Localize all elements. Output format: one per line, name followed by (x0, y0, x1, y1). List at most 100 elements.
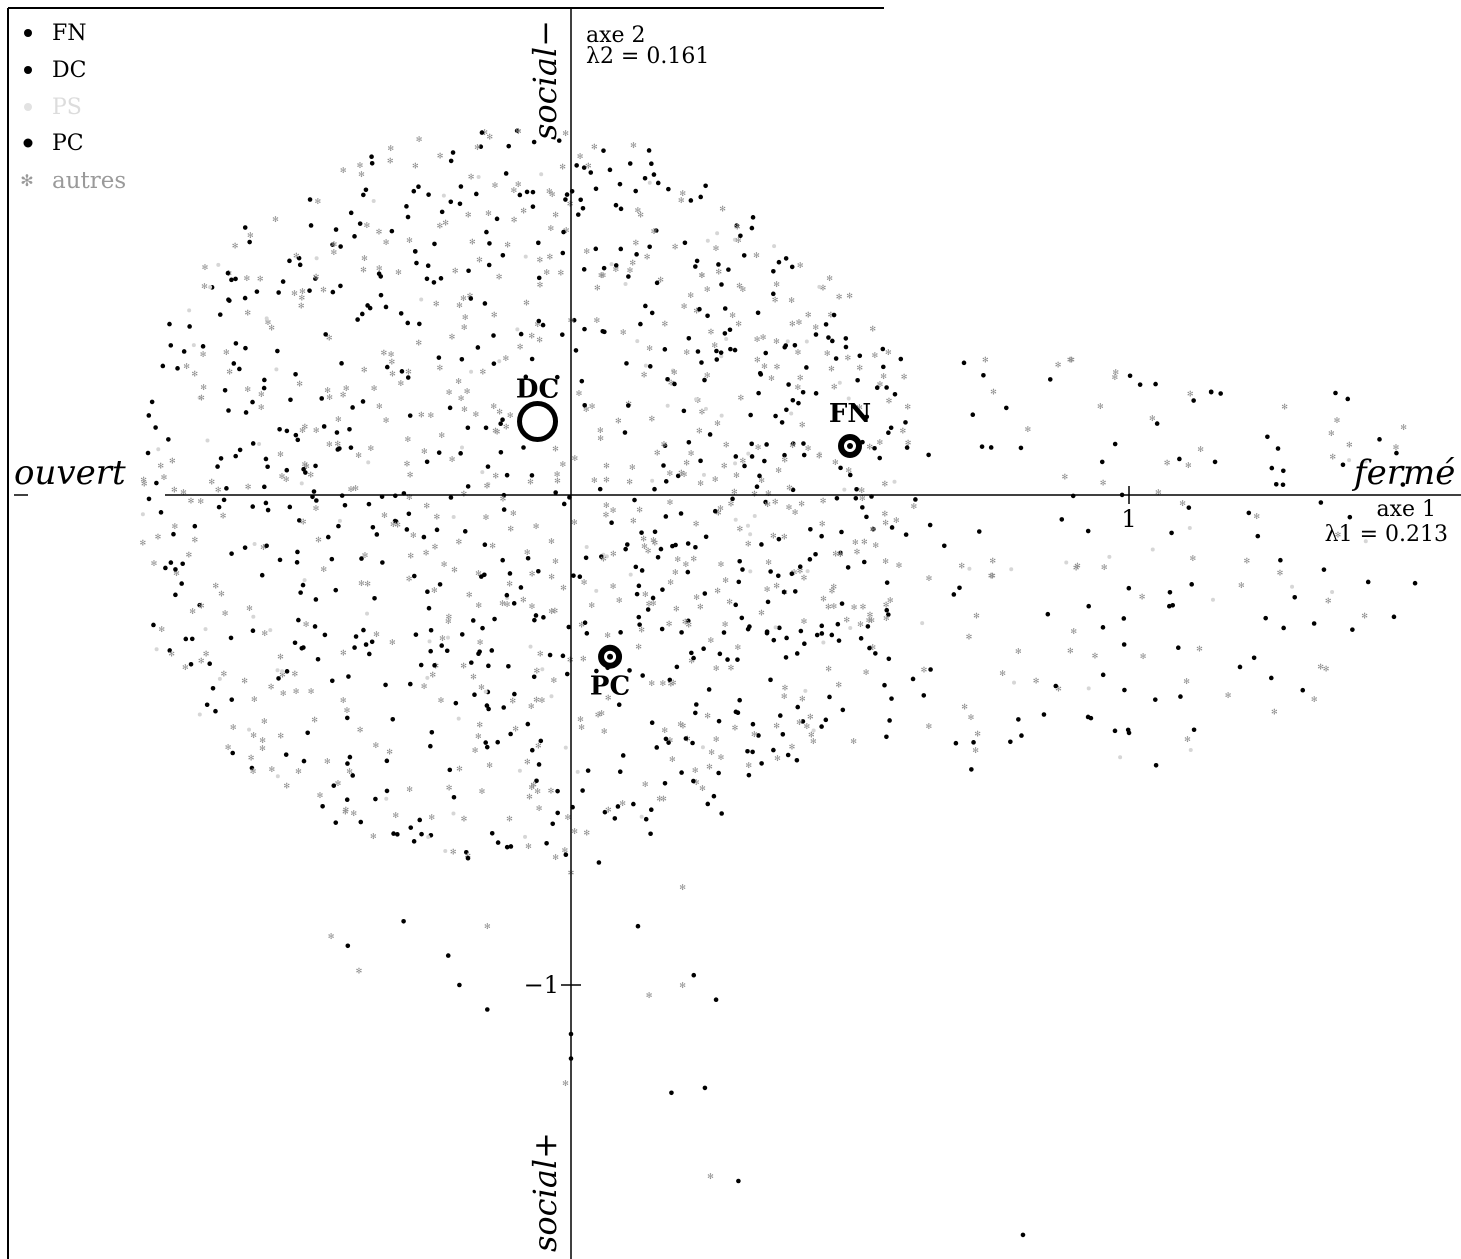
data-point (797, 564, 803, 570)
data-point-autres: ✻ (827, 310, 834, 319)
data-point (823, 322, 829, 327)
data-point (259, 572, 265, 578)
data-point (872, 445, 877, 451)
data-point-autres: ✻ (591, 142, 598, 151)
data-point-autres: ✻ (1070, 627, 1077, 636)
data-point-ps (733, 517, 738, 522)
data-point-autres: ✻ (605, 805, 612, 814)
data-point (627, 161, 633, 166)
data-point (988, 445, 994, 450)
data-point (881, 364, 886, 370)
data-point (833, 356, 839, 361)
data-point-autres: ✻ (598, 271, 605, 280)
data-point (484, 744, 490, 750)
data-point-autres: ✻ (795, 348, 802, 357)
data-point (801, 452, 807, 458)
data-point (831, 312, 837, 318)
data-point (319, 396, 325, 401)
data-point-autres: ✻ (406, 236, 413, 245)
data-point (254, 289, 260, 294)
data-point-autres: ✻ (610, 582, 617, 591)
data-point (1400, 482, 1406, 487)
data-point (500, 252, 506, 258)
data-point-autres: ✻ (650, 599, 657, 608)
data-point (646, 148, 652, 153)
data-point (1045, 611, 1051, 617)
data-point (484, 703, 490, 708)
data-point-autres: ✻ (666, 620, 673, 629)
data-point (1122, 687, 1127, 693)
data-point-autres: ✻ (247, 231, 254, 240)
data-point (734, 223, 739, 228)
data-point-autres: ✻ (475, 601, 482, 610)
data-point (229, 697, 235, 702)
data-point-autres: ✻ (563, 226, 570, 235)
data-point (247, 239, 252, 245)
data-point (1178, 694, 1183, 699)
data-point-autres: ✻ (438, 431, 445, 440)
data-point (682, 240, 688, 246)
data-point (579, 378, 585, 384)
data-point (329, 556, 335, 562)
data-point-ps (745, 523, 750, 528)
data-point-autres: ✻ (523, 299, 530, 308)
data-point (541, 615, 546, 620)
data-point (649, 161, 654, 167)
data-point (653, 228, 659, 233)
data-point (702, 591, 708, 596)
data-point (333, 820, 339, 825)
data-point-autres: ✻ (535, 742, 542, 751)
data-point-autres: ✻ (548, 786, 555, 795)
data-point-autres: ✻ (577, 152, 584, 161)
data-point-autres: ✻ (804, 722, 811, 731)
data-point-autres: ✻ (801, 617, 808, 626)
data-point (336, 523, 341, 529)
data-point (1251, 655, 1257, 661)
data-point-autres: ✻ (198, 393, 205, 402)
data-point-autres: ✻ (313, 504, 320, 513)
data-point (466, 268, 471, 274)
data-point-autres: ✻ (820, 594, 827, 603)
data-point-autres: ✻ (320, 285, 327, 294)
data-point-autres: ✻ (507, 411, 514, 420)
data-point-autres: ✻ (496, 272, 503, 281)
data-point-ps (451, 811, 456, 816)
data-point-autres: ✻ (537, 281, 544, 290)
data-point (500, 557, 505, 563)
data-point-autres: ✻ (1311, 695, 1318, 704)
data-point (792, 342, 798, 348)
data-point (437, 582, 443, 587)
data-point-ps (1086, 686, 1091, 691)
data-point (790, 487, 796, 493)
data-point-autres: ✻ (707, 1172, 714, 1181)
data-point (721, 630, 727, 635)
data-point (342, 502, 348, 508)
data-point-autres: ✻ (619, 799, 626, 808)
data-point (482, 542, 488, 548)
data-point-autres: ✻ (1101, 563, 1108, 572)
data-point (338, 244, 343, 249)
data-point-autres: ✻ (259, 744, 266, 753)
data-point (296, 255, 302, 261)
data-point-autres: ✻ (404, 435, 411, 444)
data-point (407, 413, 413, 418)
data-point-autres: ✻ (315, 535, 322, 544)
data-point (771, 637, 777, 643)
data-point-autres: ✻ (395, 268, 402, 277)
data-point-autres: ✻ (753, 251, 760, 260)
data-point (655, 554, 661, 560)
data-point-autres: ✻ (854, 547, 861, 556)
data-point-autres: ✻ (140, 476, 147, 485)
data-point-autres: ✻ (258, 390, 265, 399)
data-point (404, 527, 410, 532)
data-point (358, 819, 364, 825)
data-point (393, 493, 398, 499)
data-point-autres: ✻ (905, 439, 912, 448)
data-point (298, 590, 303, 595)
data-point (314, 498, 319, 503)
data-point (714, 348, 719, 354)
data-point-autres: ✻ (810, 737, 817, 746)
data-point (465, 484, 471, 489)
data-point-autres: ✻ (470, 673, 477, 682)
data-point-autres: ✻ (272, 215, 279, 224)
